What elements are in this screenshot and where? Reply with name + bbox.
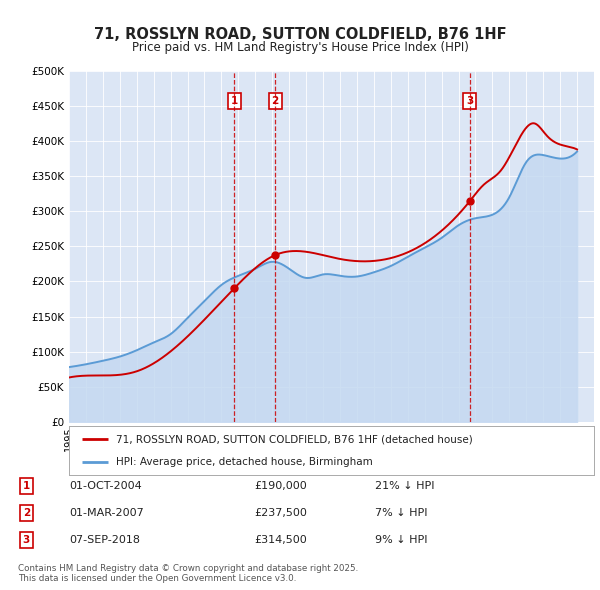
Text: 71, ROSSLYN ROAD, SUTTON COLDFIELD, B76 1HF: 71, ROSSLYN ROAD, SUTTON COLDFIELD, B76 …	[94, 27, 506, 41]
Text: Price paid vs. HM Land Registry's House Price Index (HPI): Price paid vs. HM Land Registry's House …	[131, 41, 469, 54]
Text: 01-MAR-2007: 01-MAR-2007	[70, 508, 145, 518]
Text: 2: 2	[271, 96, 279, 106]
Text: 3: 3	[466, 96, 473, 106]
Text: £190,000: £190,000	[254, 481, 307, 491]
Text: Contains HM Land Registry data © Crown copyright and database right 2025.
This d: Contains HM Land Registry data © Crown c…	[18, 563, 358, 583]
Text: 7% ↓ HPI: 7% ↓ HPI	[375, 508, 427, 518]
Text: 1: 1	[230, 96, 238, 106]
Text: £314,500: £314,500	[254, 535, 307, 545]
Text: 21% ↓ HPI: 21% ↓ HPI	[375, 481, 434, 491]
Text: 07-SEP-2018: 07-SEP-2018	[70, 535, 140, 545]
Text: £237,500: £237,500	[254, 508, 307, 518]
Text: 01-OCT-2004: 01-OCT-2004	[70, 481, 142, 491]
Text: 71, ROSSLYN ROAD, SUTTON COLDFIELD, B76 1HF (detached house): 71, ROSSLYN ROAD, SUTTON COLDFIELD, B76 …	[116, 434, 473, 444]
Text: 2: 2	[23, 508, 30, 518]
Text: HPI: Average price, detached house, Birmingham: HPI: Average price, detached house, Birm…	[116, 457, 373, 467]
Text: 3: 3	[23, 535, 30, 545]
Text: 1: 1	[23, 481, 30, 491]
Text: 9% ↓ HPI: 9% ↓ HPI	[375, 535, 427, 545]
